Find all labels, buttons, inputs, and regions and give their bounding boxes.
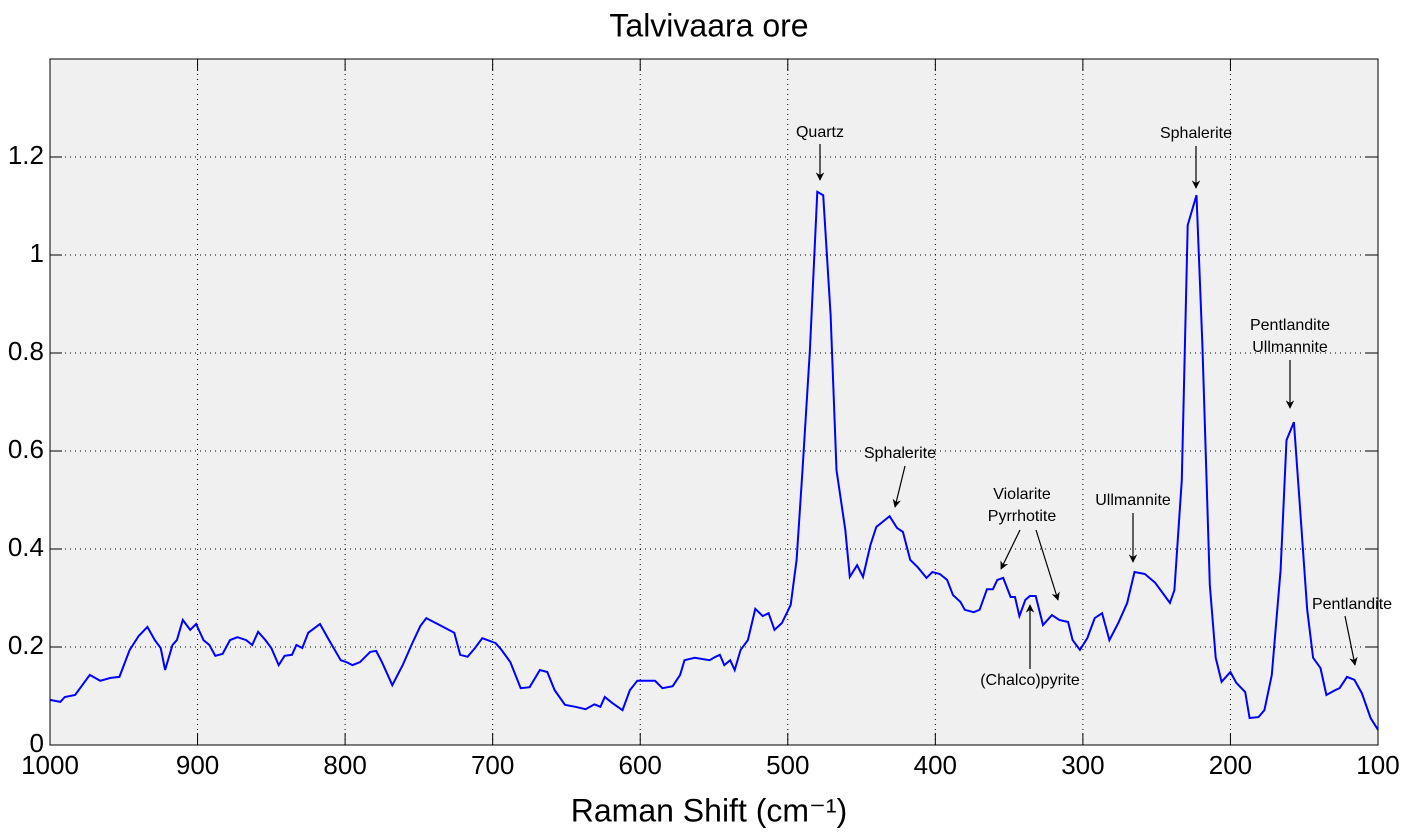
x-tick-label: 800 <box>323 750 366 780</box>
plot-frame <box>49 58 1379 746</box>
y-tick-label: 0.2 <box>8 630 44 660</box>
annotation-arrow <box>1344 615 1358 666</box>
x-tick-label: 600 <box>619 750 662 780</box>
y-tick-label: 1 <box>30 238 44 268</box>
annotation: Sphalerite <box>1160 125 1232 142</box>
annotation-arrow <box>1000 529 1021 570</box>
y-tick-label: 0.8 <box>8 336 44 366</box>
plot-area <box>50 59 1378 745</box>
annotation: Pyrrhotite <box>988 508 1057 525</box>
annotation: Ullmannite <box>1252 339 1328 356</box>
x-tick-label: 700 <box>471 750 514 780</box>
spectrum-line <box>49 190 1379 731</box>
y-tick-label: 0 <box>30 728 44 758</box>
annotation: Pentlandite <box>1312 596 1392 613</box>
y-tick-label: 0.6 <box>8 434 44 464</box>
annotation-arrow <box>892 465 906 508</box>
chart-title: Talvivaara ore <box>609 7 808 43</box>
y-tick-label: 1.2 <box>8 140 44 170</box>
x-tick-label: 100 <box>1356 750 1399 780</box>
x-tick-label: 200 <box>1209 750 1252 780</box>
x-tick-label: 400 <box>914 750 957 780</box>
x-axis-label: Raman Shift (cm⁻¹) <box>571 792 847 828</box>
annotation: Quartz <box>796 124 844 141</box>
x-tick-label: 1000 <box>21 750 79 780</box>
annotation: Ullmannite <box>1095 492 1171 509</box>
annotation: (Chalco)pyrite <box>980 672 1080 689</box>
annotation: Sphalerite <box>864 445 936 462</box>
annotation-arrow <box>1035 529 1060 601</box>
x-tick-label: 300 <box>1061 750 1104 780</box>
annotation: Violarite <box>993 486 1051 503</box>
annotation: Pentlandite <box>1250 317 1330 334</box>
x-tick-label: 500 <box>766 750 809 780</box>
y-tick-label: 0.4 <box>8 532 44 562</box>
x-tick-label: 900 <box>176 750 219 780</box>
